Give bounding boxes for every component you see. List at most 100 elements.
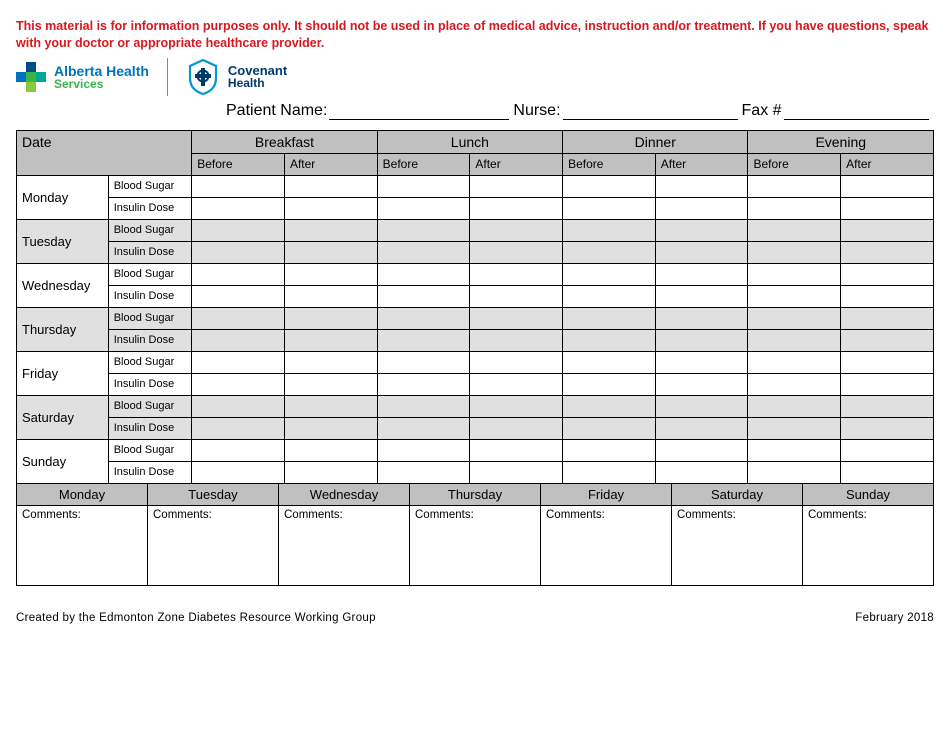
value-cell[interactable] [192,439,285,461]
value-cell[interactable] [563,461,656,483]
value-cell[interactable] [841,197,934,219]
value-cell[interactable] [841,417,934,439]
value-cell[interactable] [841,329,934,351]
value-cell[interactable] [563,263,656,285]
value-cell[interactable] [377,351,470,373]
value-cell[interactable] [284,461,377,483]
value-cell[interactable] [841,439,934,461]
value-cell[interactable] [748,219,841,241]
value-cell[interactable] [377,329,470,351]
value-cell[interactable] [841,219,934,241]
value-cell[interactable] [284,439,377,461]
comments-cell[interactable]: Comments: [541,505,672,585]
value-cell[interactable] [192,461,285,483]
value-cell[interactable] [470,219,563,241]
value-cell[interactable] [655,263,748,285]
value-cell[interactable] [563,351,656,373]
value-cell[interactable] [563,307,656,329]
value-cell[interactable] [563,373,656,395]
patient-name-input[interactable] [329,104,509,120]
value-cell[interactable] [284,285,377,307]
value-cell[interactable] [655,219,748,241]
value-cell[interactable] [284,373,377,395]
value-cell[interactable] [284,351,377,373]
value-cell[interactable] [748,373,841,395]
value-cell[interactable] [192,417,285,439]
value-cell[interactable] [470,373,563,395]
comments-cell[interactable]: Comments: [803,505,934,585]
value-cell[interactable] [192,329,285,351]
value-cell[interactable] [377,197,470,219]
value-cell[interactable] [748,461,841,483]
value-cell[interactable] [192,175,285,197]
value-cell[interactable] [470,307,563,329]
value-cell[interactable] [284,197,377,219]
value-cell[interactable] [748,329,841,351]
value-cell[interactable] [655,329,748,351]
value-cell[interactable] [655,373,748,395]
value-cell[interactable] [377,373,470,395]
value-cell[interactable] [841,461,934,483]
value-cell[interactable] [377,395,470,417]
value-cell[interactable] [192,263,285,285]
value-cell[interactable] [284,175,377,197]
value-cell[interactable] [470,329,563,351]
value-cell[interactable] [655,175,748,197]
value-cell[interactable] [377,263,470,285]
value-cell[interactable] [470,417,563,439]
value-cell[interactable] [377,307,470,329]
value-cell[interactable] [748,197,841,219]
value-cell[interactable] [377,241,470,263]
value-cell[interactable] [192,241,285,263]
value-cell[interactable] [192,373,285,395]
value-cell[interactable] [748,417,841,439]
value-cell[interactable] [841,351,934,373]
value-cell[interactable] [655,439,748,461]
value-cell[interactable] [563,329,656,351]
value-cell[interactable] [284,307,377,329]
value-cell[interactable] [748,175,841,197]
value-cell[interactable] [748,307,841,329]
value-cell[interactable] [655,395,748,417]
value-cell[interactable] [377,219,470,241]
value-cell[interactable] [748,263,841,285]
value-cell[interactable] [192,351,285,373]
value-cell[interactable] [470,439,563,461]
fax-input[interactable] [784,104,929,120]
value-cell[interactable] [377,439,470,461]
value-cell[interactable] [748,395,841,417]
value-cell[interactable] [377,417,470,439]
value-cell[interactable] [377,461,470,483]
comments-cell[interactable]: Comments: [279,505,410,585]
value-cell[interactable] [470,197,563,219]
comments-cell[interactable]: Comments: [17,505,148,585]
value-cell[interactable] [563,395,656,417]
value-cell[interactable] [470,175,563,197]
value-cell[interactable] [841,263,934,285]
value-cell[interactable] [192,285,285,307]
value-cell[interactable] [192,395,285,417]
value-cell[interactable] [841,285,934,307]
comments-cell[interactable]: Comments: [410,505,541,585]
value-cell[interactable] [284,395,377,417]
value-cell[interactable] [192,197,285,219]
value-cell[interactable] [470,285,563,307]
value-cell[interactable] [841,395,934,417]
value-cell[interactable] [563,219,656,241]
value-cell[interactable] [284,263,377,285]
value-cell[interactable] [841,241,934,263]
value-cell[interactable] [470,263,563,285]
value-cell[interactable] [470,351,563,373]
value-cell[interactable] [655,285,748,307]
value-cell[interactable] [748,241,841,263]
value-cell[interactable] [377,175,470,197]
value-cell[interactable] [563,175,656,197]
value-cell[interactable] [192,219,285,241]
value-cell[interactable] [841,307,934,329]
value-cell[interactable] [841,175,934,197]
value-cell[interactable] [655,307,748,329]
value-cell[interactable] [563,197,656,219]
value-cell[interactable] [563,417,656,439]
value-cell[interactable] [377,285,470,307]
value-cell[interactable] [655,351,748,373]
